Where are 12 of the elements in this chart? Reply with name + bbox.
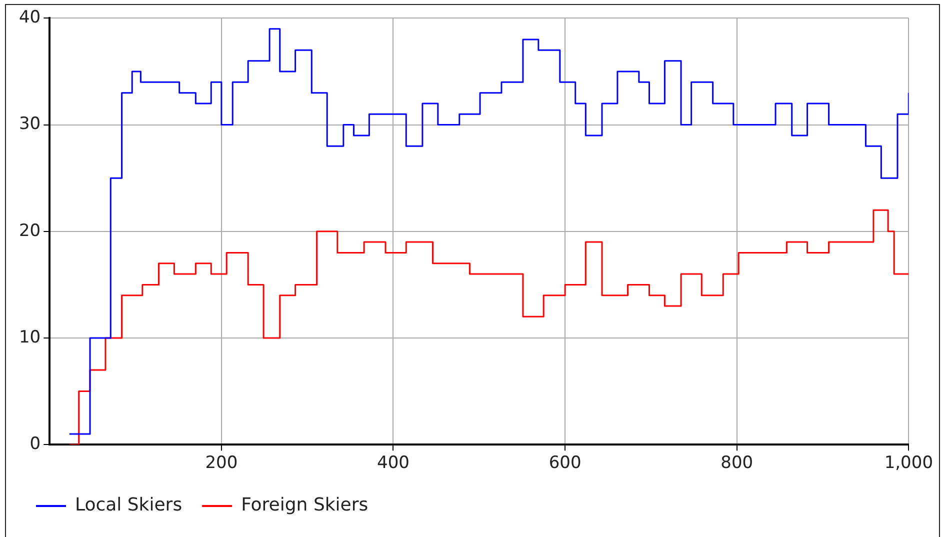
x-tick-label: 400 [377, 453, 410, 474]
y-tick-label: 20 [18, 220, 41, 241]
x-tick-label: 600 [548, 453, 582, 474]
legend-label: Local Skiers [75, 494, 182, 516]
y-tick-label: 40 [18, 8, 41, 28]
y-tick-label: 0 [30, 434, 41, 454]
x-tick-label: 200 [205, 453, 238, 474]
x-tick-label: 1,000 [884, 453, 933, 474]
x-tick-label: 800 [720, 453, 754, 474]
y-tick-label: 10 [18, 327, 41, 348]
y-tick-label: 30 [18, 114, 41, 134]
legend-label: Foreign Skiers [241, 494, 368, 516]
